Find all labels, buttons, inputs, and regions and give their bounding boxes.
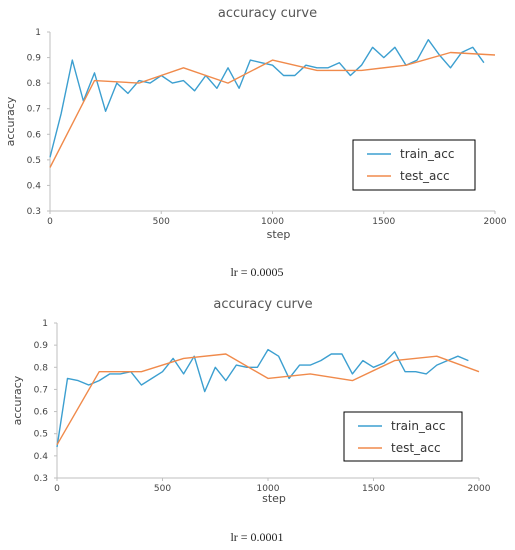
chart2-legend-label-train-acc: train_acc xyxy=(391,419,445,433)
chart1-y-tick-label: 0.3 xyxy=(27,207,41,217)
chart1-x-tick-label: 500 xyxy=(153,217,170,227)
chart2-y-tick-label: 0.4 xyxy=(34,452,49,462)
chart2-x-tick-label: 1000 xyxy=(257,484,280,494)
chart1-series-line-test-acc xyxy=(49,51,496,168)
chart1-legend-box xyxy=(352,139,476,191)
chart2-y-tick-label: 0.9 xyxy=(34,341,49,351)
chart2-title: accuracy curve xyxy=(213,297,312,312)
chart1-y-tick-label: 0.9 xyxy=(27,54,42,64)
chart2-x-tick-label: 0 xyxy=(54,484,60,494)
caption-bottom: lr = 0.0001 xyxy=(230,530,284,544)
chart2-y-tick-label: 0.5 xyxy=(34,430,48,440)
chart1-y-axis-label: accuracy xyxy=(4,96,17,146)
chart1-y-tick-label: 0.6 xyxy=(27,130,42,140)
chart2-x-tick-label: 1500 xyxy=(362,484,385,494)
chart1-legend-label-train-acc: train_acc xyxy=(400,147,454,161)
chart1-title: accuracy curve xyxy=(218,6,317,21)
chart1-y-tick-label: 0.4 xyxy=(27,181,42,191)
chart1-series-line-train-acc xyxy=(49,39,485,158)
chart2-legend-box xyxy=(343,411,463,462)
caption-top: lr = 0.0005 xyxy=(230,265,284,279)
chart2-y-tick-label: 1 xyxy=(42,319,48,329)
chart2-legend-label-test-acc: test_acc xyxy=(391,441,441,455)
chart2-series-line-test-acc xyxy=(56,353,480,446)
chart1-x-tick-label: 1000 xyxy=(261,217,284,227)
chart1-y-tick-label: 0.7 xyxy=(27,105,41,115)
chart2-y-tick-label: 0.8 xyxy=(34,363,49,373)
chart2-series-line-train-acc xyxy=(56,348,469,448)
chart1-x-tick-label: 0 xyxy=(47,217,53,227)
chart1-x-tick-label: 1500 xyxy=(372,217,395,227)
chart1-y-tick-label: 1 xyxy=(35,28,41,38)
chart2-x-axis-label: step xyxy=(262,492,286,505)
chart1-legend-label-test-acc: test_acc xyxy=(400,169,450,183)
chart1-x-axis-label: step xyxy=(267,228,291,241)
chart2-x-tick-label: 2000 xyxy=(468,484,491,494)
chart2-y-tick-label: 0.6 xyxy=(34,408,49,418)
chart2-y-tick-label: 0.3 xyxy=(34,474,48,484)
chart2-x-tick-label: 500 xyxy=(154,484,171,494)
chart1-y-tick-label: 0.8 xyxy=(27,79,42,89)
chart2-y-tick-label: 0.7 xyxy=(34,385,48,395)
chart1-x-tick-label: 2000 xyxy=(484,217,507,227)
chart2-y-axis-label: accuracy xyxy=(11,375,24,425)
chart1-y-tick-label: 0.5 xyxy=(27,156,41,166)
